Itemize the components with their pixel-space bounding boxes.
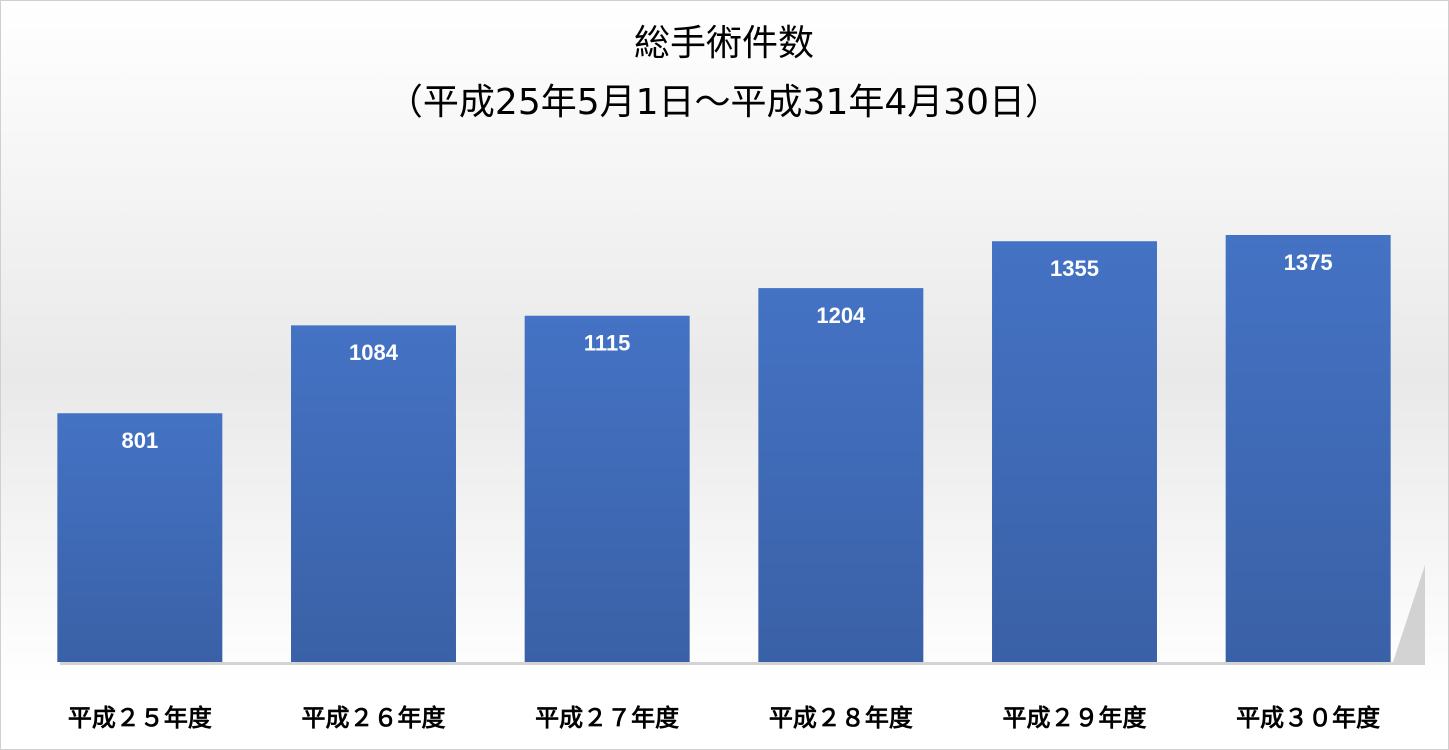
bar-shade (291, 325, 456, 662)
value-label: 1115 (584, 331, 631, 356)
value-label: 1355 (1050, 256, 1099, 281)
bar-shade (57, 413, 223, 662)
x-tick-label: 平成３０年度 (1236, 704, 1381, 732)
value-label: 1375 (1284, 250, 1333, 275)
chart-title: 総手術件数 (634, 23, 814, 64)
bar-shade (992, 241, 1157, 662)
x-tick-label: 平成２５年度 (68, 704, 213, 732)
bar-shade (1225, 235, 1391, 662)
value-label: 1084 (349, 340, 399, 365)
bar-shade (524, 315, 690, 662)
x-tick-label: 平成２９年度 (1003, 704, 1148, 732)
x-tick-label: 平成２８年度 (769, 704, 914, 732)
bar-shade (758, 288, 924, 662)
value-label: 801 (121, 428, 158, 453)
x-tick-label: 平成２６年度 (302, 704, 447, 732)
value-label: 1204 (816, 303, 866, 328)
plot-background (1, 1, 1448, 686)
chart-subtitle: （平成25年5月1日～平成31年4月30日） (387, 82, 1061, 123)
x-tick-label: 平成２７年度 (535, 704, 680, 732)
